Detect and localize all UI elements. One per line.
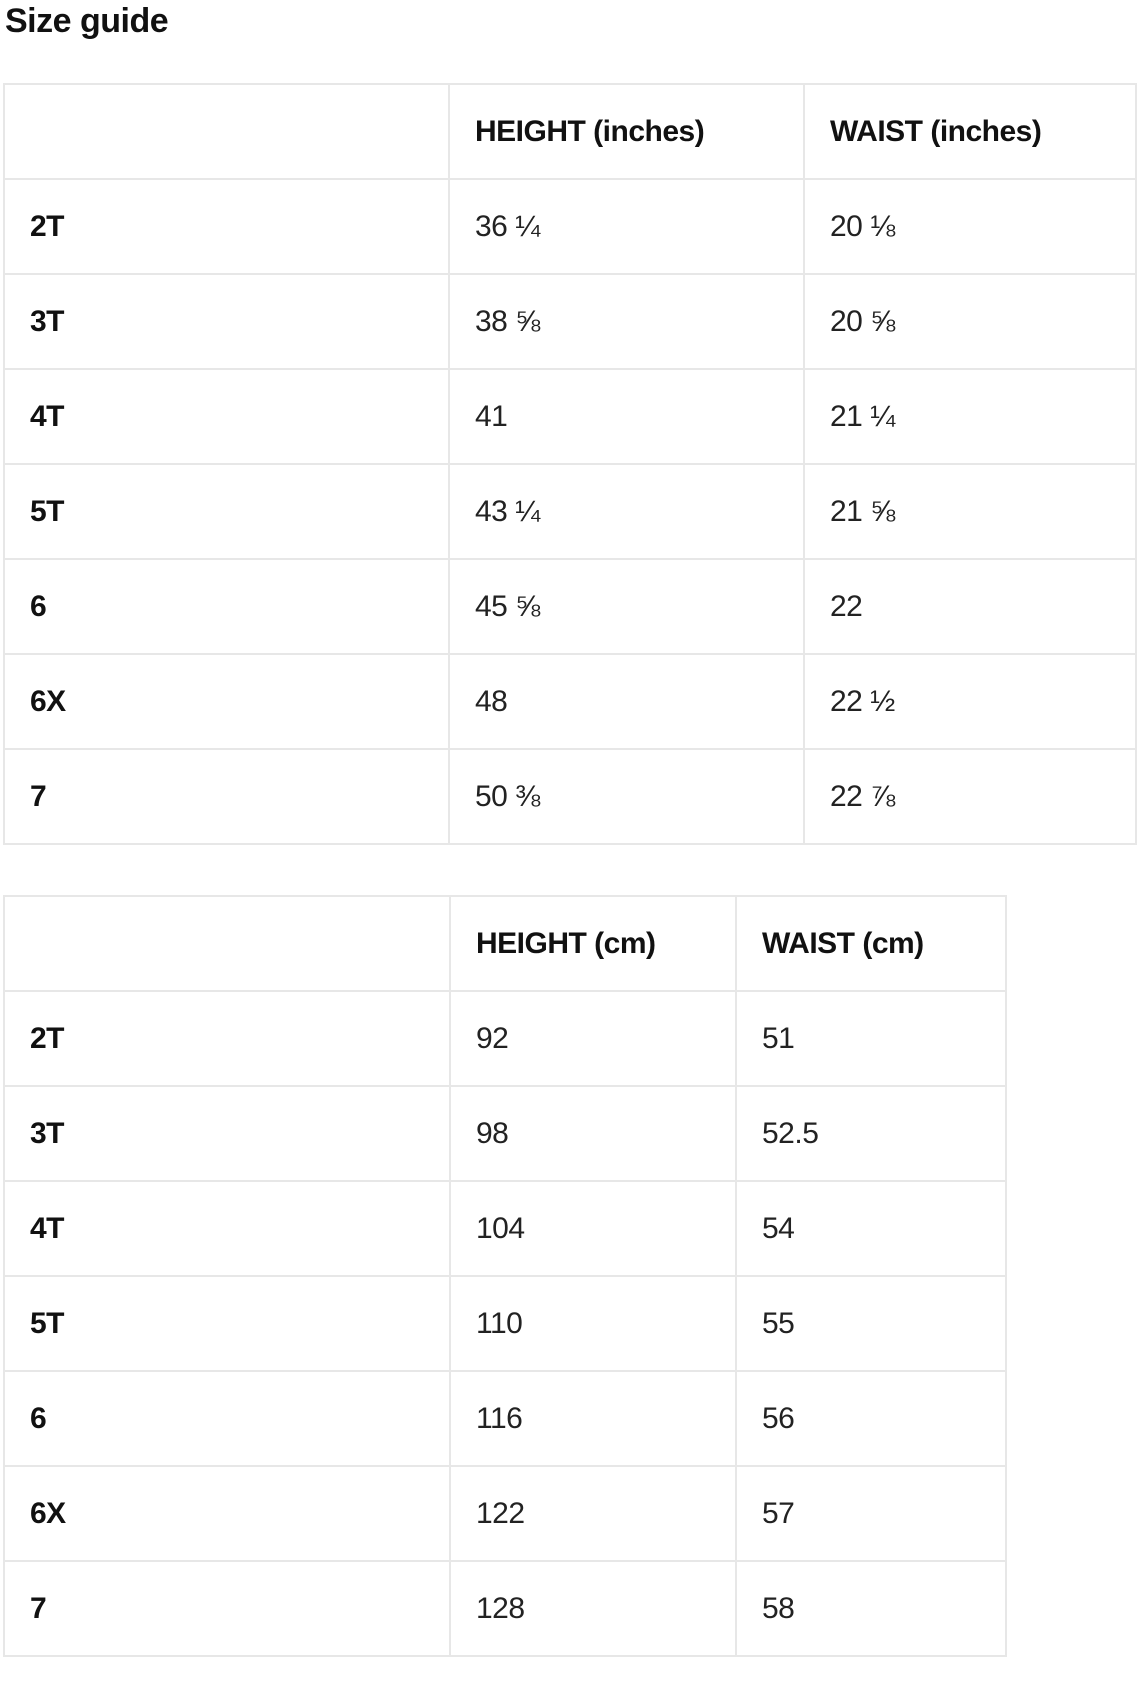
table-row: 2T 36 ¼ 20 ⅛ [3,178,1137,275]
size-label: 5T [3,463,450,560]
table-row: 7 50 ⅜ 22 ⅞ [3,748,1137,845]
height-value: 41 [448,368,805,465]
size-label: 7 [3,748,450,845]
waist-value: 57 [735,1465,1007,1562]
page-title: Size guide [5,2,169,40]
waist-cm-column-header: WAIST (cm) [735,895,1007,992]
size-label: 6 [3,1370,451,1467]
corner-header-cell [3,895,451,992]
size-label: 3T [3,273,450,370]
height-value: 48 [448,653,805,750]
table-row: 7 128 58 [3,1560,1007,1657]
size-label: 3T [3,1085,451,1182]
size-label: 7 [3,1560,451,1657]
height-cm-column-header: HEIGHT (cm) [449,895,737,992]
height-value: 38 ⅝ [448,273,805,370]
size-label: 2T [3,990,451,1087]
size-table-inches: HEIGHT (inches) WAIST (inches) 2T 36 ¼ 2… [3,83,1137,845]
waist-value: 56 [735,1370,1007,1467]
waist-value: 54 [735,1180,1007,1277]
height-value: 50 ⅜ [448,748,805,845]
size-guide-page: Size guide HEIGHT (inches) WAIST (inches… [3,2,1137,1657]
waist-value: 22 ½ [803,653,1137,750]
size-label: 2T [3,178,450,275]
waist-value: 22 ⅞ [803,748,1137,845]
waist-inches-column-header: WAIST (inches) [803,83,1137,180]
size-label: 6X [3,1465,451,1562]
waist-value: 52.5 [735,1085,1007,1182]
corner-header-cell [3,83,450,180]
table-row: 2T 92 51 [3,990,1007,1087]
waist-value: 22 [803,558,1137,655]
size-label: 6 [3,558,450,655]
table-row: 5T 43 ¼ 21 ⅝ [3,463,1137,560]
height-value: 104 [449,1180,737,1277]
waist-value: 20 ⅝ [803,273,1137,370]
table-row: 6 116 56 [3,1370,1007,1467]
table-row: 5T 110 55 [3,1275,1007,1372]
size-label: 4T [3,1180,451,1277]
size-table-cm: HEIGHT (cm) WAIST (cm) 2T 92 51 3T 98 52… [3,895,1007,1657]
height-value: 110 [449,1275,737,1372]
table-row: 6X 48 22 ½ [3,653,1137,750]
table-row: 4T 104 54 [3,1180,1007,1277]
height-inches-column-header: HEIGHT (inches) [448,83,805,180]
size-label: 4T [3,368,450,465]
table-row: 3T 38 ⅝ 20 ⅝ [3,273,1137,370]
height-value: 128 [449,1560,737,1657]
waist-value: 21 ¼ [803,368,1137,465]
height-value: 116 [449,1370,737,1467]
waist-value: 58 [735,1560,1007,1657]
height-value: 92 [449,990,737,1087]
waist-value: 51 [735,990,1007,1087]
table-row: 6 45 ⅝ 22 [3,558,1137,655]
height-value: 45 ⅝ [448,558,805,655]
table-header-row: HEIGHT (cm) WAIST (cm) [3,895,1007,992]
height-value: 43 ¼ [448,463,805,560]
size-label: 5T [3,1275,451,1372]
waist-value: 55 [735,1275,1007,1372]
table-header-row: HEIGHT (inches) WAIST (inches) [3,83,1137,180]
table-row: 4T 41 21 ¼ [3,368,1137,465]
height-value: 122 [449,1465,737,1562]
height-value: 98 [449,1085,737,1182]
table-row: 6X 122 57 [3,1465,1007,1562]
size-label: 6X [3,653,450,750]
height-value: 36 ¼ [448,178,805,275]
table-row: 3T 98 52.5 [3,1085,1007,1182]
waist-value: 20 ⅛ [803,178,1137,275]
waist-value: 21 ⅝ [803,463,1137,560]
